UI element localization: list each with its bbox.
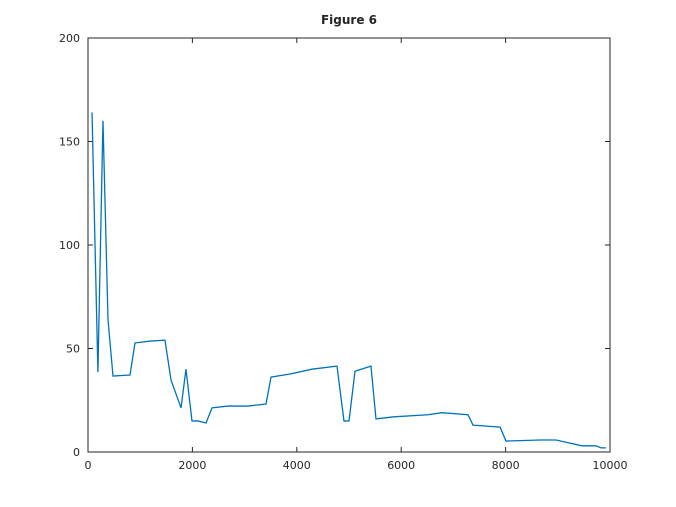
x-tick-label: 6000 (387, 459, 415, 472)
plot-area (87, 37, 611, 453)
x-tick-label: 8000 (492, 459, 520, 472)
x-tick-label: 4000 (283, 459, 311, 472)
x-tick-label: 0 (85, 459, 92, 472)
y-tick-label: 200 (59, 32, 80, 45)
y-tick-label: 0 (73, 446, 80, 459)
y-tick-label: 150 (59, 136, 80, 149)
y-tick-label: 100 (59, 239, 80, 252)
x-tick-label: 2000 (178, 459, 206, 472)
x-tick-label: 10000 (593, 459, 628, 472)
data-line (91, 112, 606, 449)
y-tick-label: 50 (66, 343, 80, 356)
chart-title: Figure 6 (321, 13, 377, 27)
